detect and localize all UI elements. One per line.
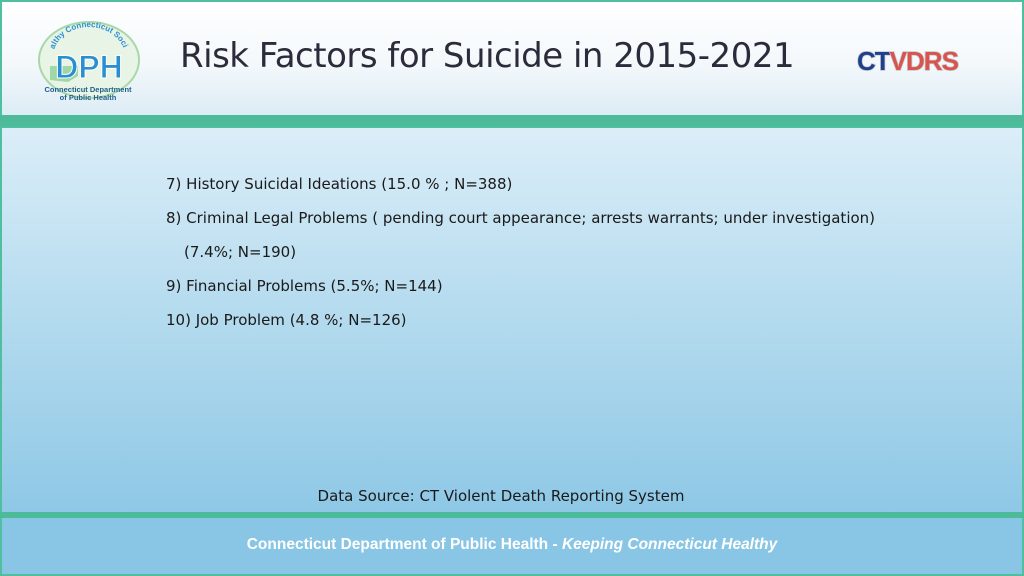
header: Healthy Connecticut Society DPH Connecti…: [2, 2, 1022, 115]
footer-divider: [0, 512, 1024, 518]
footer-text: Connecticut Department of Public Health …: [0, 536, 1024, 554]
risk-factor-list: 7) History Suicidal Ideations (15.0 % ; …: [166, 172, 956, 342]
content-panel: [2, 128, 1022, 512]
data-source: Data Source: CT Violent Death Reporting …: [317, 487, 685, 505]
footer-org: Connecticut Department of Public Health: [246, 536, 549, 553]
dph-logo: Healthy Connecticut Society DPH: [32, 16, 140, 99]
svg-text:CTVDRS: CTVDRS: [857, 46, 959, 76]
footer: [2, 518, 1022, 574]
list-item: 8) Criminal Legal Problems ( pending cou…: [166, 209, 876, 227]
dph-caption: Connecticut Department of Public Health: [30, 86, 146, 102]
ctvdrs-ct: CT: [857, 46, 891, 76]
list-item-continuation: (7.4%; N=190): [184, 243, 297, 261]
footer-tagline: Keeping Connecticut Healthy: [561, 536, 778, 553]
dph-caption-line2: of Public Health: [59, 93, 117, 102]
footer-separator: -: [548, 536, 562, 553]
dph-letters: DPH: [55, 49, 123, 85]
ctvdrs-vdrs: VDRS: [890, 46, 959, 76]
list-item: 10) Job Problem (4.8 %; N=126): [166, 311, 407, 329]
ctvdrs-logo: CTVDRS: [857, 45, 960, 76]
dph-caption-line1: Connecticut Department: [44, 85, 132, 94]
list-item: 9) Financial Problems (5.5%; N=144): [166, 277, 443, 295]
list-item: 7) History Suicidal Ideations (15.0 % ; …: [166, 175, 513, 193]
ct-map-shape: [50, 66, 78, 82]
page-title: Risk Factors for Suicide in 2015-2021: [180, 36, 795, 76]
header-divider: [0, 115, 1024, 126]
